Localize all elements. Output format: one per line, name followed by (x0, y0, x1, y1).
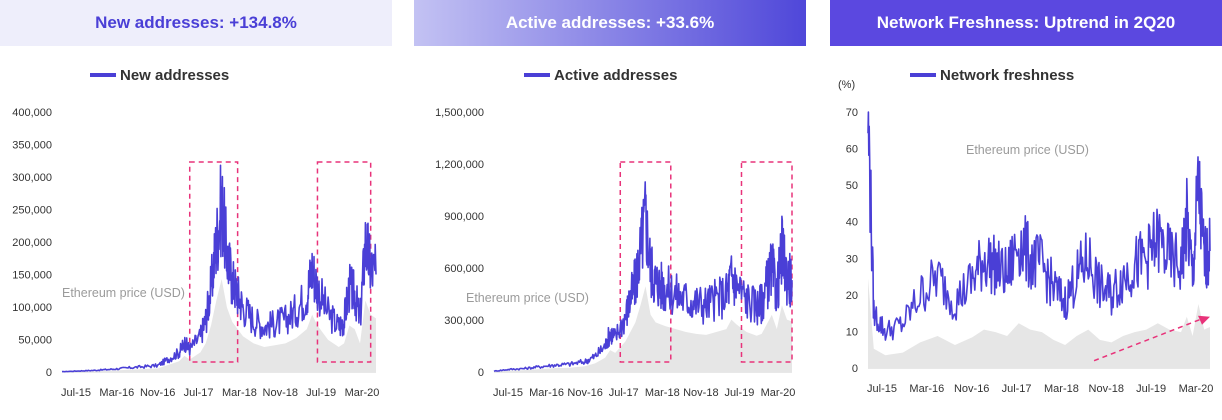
y-tick-label: 900,000 (444, 211, 484, 223)
x-tick-label: Mar-16 (909, 383, 944, 395)
y-tick-label: 350,000 (12, 140, 52, 152)
chart-area: 0 50,000 100,000 150,000 200,000 250,000 300,0… (0, 46, 392, 420)
y-tick-label: 400,000 (12, 107, 52, 119)
x-tick-label: Mar-18 (645, 387, 680, 399)
y-tick-label: 30 (846, 253, 858, 265)
y-tick-label: 0 (478, 367, 484, 379)
x-tick-label: Mar-20 (1179, 383, 1214, 395)
y-tick-label: 0 (852, 363, 858, 375)
y-tick-label: 1,500,000 (435, 107, 484, 119)
x-tick-label: Nov-16 (567, 387, 602, 399)
panel-network-freshness: Network Freshness: Uptrend in 2Q20 0 10 20… (830, 0, 1222, 420)
x-tick-label: Nov-16 (954, 383, 989, 395)
x-tick-label: Mar-20 (345, 387, 380, 399)
y-tick-label: 600,000 (444, 263, 484, 275)
panel-header: Active addresses: +33.6% (414, 0, 806, 46)
chart-area: 0 10 20 30 40 50 60 70 Jul-15 Mar-16 Nov-16 Jul-17 M… (830, 46, 1222, 420)
y-tick-label: 100,000 (12, 302, 52, 314)
panel-header: New addresses: +134.8% (0, 0, 392, 46)
ethereum-price-area (62, 279, 376, 372)
panel-new-addresses: New addresses: +134.8% 0 50,000 100,000 150… (0, 0, 392, 420)
network-freshness-chart: 0 10 20 30 40 50 60 70 Jul-15 Mar-16 Nov-16 Jul-17 M… (838, 67, 1214, 395)
y-tick-label: 20 (846, 290, 858, 302)
x-tick-label: Nov-18 (683, 387, 718, 399)
series-line (867, 111, 1211, 341)
active-addresses-chart: 0 300,000 600,000 900,000 1,200,000 1,500,000… (435, 67, 796, 399)
x-tick-label: Jul-15 (61, 387, 91, 399)
highlight-range-box (188, 161, 239, 363)
x-tick-label: Jul-17 (184, 387, 214, 399)
trend-arrow-line (1093, 318, 1203, 362)
x-tick-label: Mar-16 (99, 387, 134, 399)
x-tick-label: Jul-15 (867, 383, 897, 395)
legend-label: Active addresses (554, 67, 677, 84)
x-tick-label: Nov-18 (1089, 383, 1124, 395)
x-tick-label: Mar-18 (222, 387, 257, 399)
x-tick-label: Jul-15 (493, 387, 523, 399)
x-tick-label: Nov-16 (140, 387, 175, 399)
y-tick-label: 40 (846, 217, 858, 229)
ethereum-price-label: Ethereum price (USD) (466, 291, 589, 305)
x-tick-label: Mar-18 (1044, 383, 1079, 395)
y-tick-label: 250,000 (12, 205, 52, 217)
x-tick-label: Jul-19 (306, 387, 336, 399)
y-tick-label: 150,000 (12, 270, 52, 282)
y-tick-label: 0 (46, 367, 52, 379)
x-tick-label: Jul-17 (1002, 383, 1032, 395)
x-tick-label: Mar-16 (529, 387, 564, 399)
series-line (61, 164, 377, 373)
chart-area: 0 300,000 600,000 900,000 1,200,000 1,500,000… (414, 46, 806, 420)
x-tick-label: Jul-19 (1136, 383, 1166, 395)
ethereum-price-area (494, 286, 792, 372)
legend-label: Network freshness (940, 67, 1074, 84)
x-tick-label: Nov-18 (263, 387, 298, 399)
y-tick-label: 50,000 (18, 335, 52, 347)
y-tick-label: 200,000 (12, 237, 52, 249)
unit-label: (%) (838, 79, 855, 91)
panel-header: Network Freshness: Uptrend in 2Q20 (830, 0, 1222, 46)
x-tick-label: Jul-17 (609, 387, 639, 399)
x-tick-label: Mar-20 (761, 387, 796, 399)
y-tick-label: 10 (846, 326, 858, 338)
panel-active-addresses: Active addresses: +33.6% 0 300,000 600,000… (414, 0, 806, 420)
y-tick-label: 1,200,000 (435, 159, 484, 171)
legend-label: New addresses (120, 67, 229, 84)
new-addresses-chart: 0 50,000 100,000 150,000 200,000 250,000 300,0… (12, 67, 380, 399)
y-tick-label: 300,000 (12, 172, 52, 184)
ethereum-price-label: Ethereum price (USD) (966, 143, 1089, 157)
y-tick-label: 300,000 (444, 315, 484, 327)
series-line (493, 181, 793, 373)
ethereum-price-area (868, 278, 1210, 368)
trend-arrow-head (1198, 315, 1210, 325)
y-tick-label: 70 (846, 107, 858, 119)
y-tick-label: 60 (846, 144, 858, 156)
x-tick-label: Jul-19 (724, 387, 754, 399)
y-tick-label: 50 (846, 180, 858, 192)
ethereum-price-label: Ethereum price (USD) (62, 286, 185, 300)
